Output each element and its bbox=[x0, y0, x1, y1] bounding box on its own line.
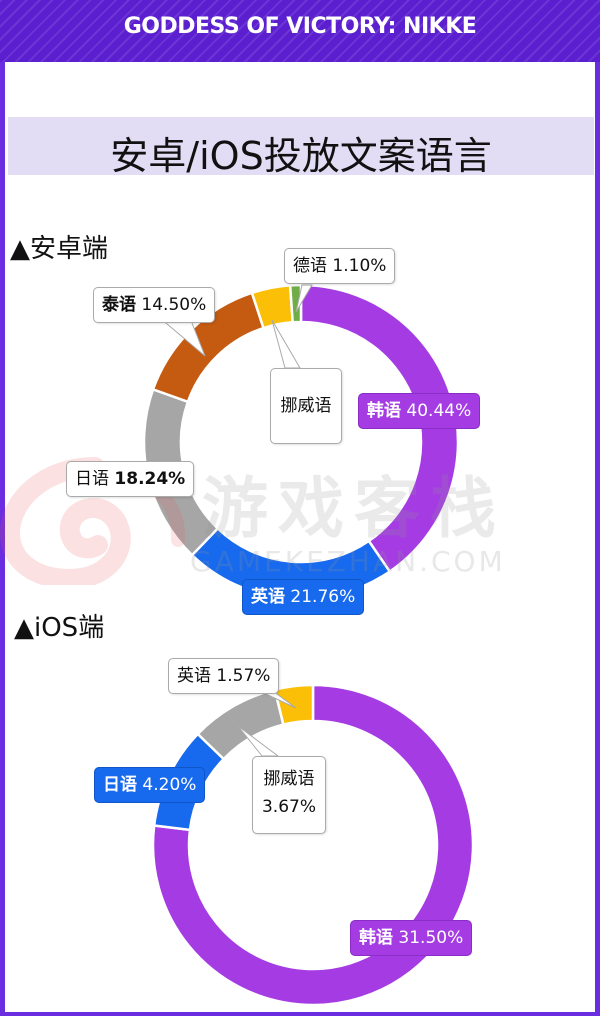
slice-value: 21.76% bbox=[290, 587, 356, 607]
callout-ios-norwegian: 挪威语 3.67% bbox=[252, 756, 326, 834]
title-banner: 安卓/iOS投放文案语言 bbox=[8, 117, 594, 178]
slice-name: 日语 bbox=[103, 775, 137, 795]
slice-name: 英语 bbox=[251, 587, 285, 607]
slice-value: 3.67% bbox=[261, 797, 316, 817]
callout-android-english: 英语 21.76% bbox=[242, 579, 365, 615]
donut-slice-ios-0 bbox=[151, 683, 475, 1007]
slice-name: 日语 bbox=[75, 469, 109, 489]
callout-android-korean: 韩语 40.44% bbox=[358, 393, 481, 429]
slice-value: 40.44% bbox=[406, 401, 472, 421]
header-title: GODDESS OF VICTORY: NIKKE bbox=[123, 14, 477, 39]
callout-pointers bbox=[158, 284, 313, 757]
content-panel bbox=[5, 62, 595, 1012]
callout-android-norwegian: 挪威语 bbox=[270, 368, 342, 444]
slice-name: 英语 bbox=[177, 666, 211, 686]
slice-name: 挪威语 bbox=[263, 769, 315, 789]
slice-value: 31.50% bbox=[398, 928, 464, 948]
page-title: 安卓/iOS投放文案语言 bbox=[110, 134, 492, 178]
slice-value: 1.57% bbox=[216, 666, 271, 686]
slice-name: 韩语 bbox=[367, 401, 401, 421]
callout-android-german: 德语 1.10% bbox=[284, 248, 396, 284]
callout-pointer-0 bbox=[295, 284, 313, 313]
header-bar: GODDESS OF VICTORY: NIKKE bbox=[0, 0, 600, 62]
donut-slice-android-0 bbox=[299, 283, 460, 574]
callout-android-thai: 泰语 14.50% bbox=[93, 287, 216, 323]
slice-name: 挪威语 bbox=[280, 396, 332, 416]
callout-ios-english: 英语 1.57% bbox=[168, 658, 280, 694]
slice-name: 德语 bbox=[293, 256, 327, 276]
slice-value: 18.24% bbox=[114, 469, 186, 489]
callout-ios-korean: 韩语 31.50% bbox=[350, 920, 473, 956]
donut-chart-ios bbox=[151, 683, 475, 1007]
slice-value: 1.10% bbox=[332, 256, 387, 276]
section-label-android: ▲安卓端 bbox=[10, 234, 108, 264]
callout-android-japanese: 日语 18.24% bbox=[66, 461, 195, 497]
callout-ios-japanese: 日语 4.20% bbox=[94, 767, 206, 803]
slice-value: 4.20% bbox=[142, 775, 197, 795]
slice-name: 韩语 bbox=[359, 928, 393, 948]
slice-name: 泰语 bbox=[102, 295, 136, 315]
donut-slice-android-5 bbox=[288, 283, 303, 324]
callout-pointer-2 bbox=[271, 319, 301, 369]
slice-value: 14.50% bbox=[141, 295, 207, 315]
section-label-ios: ▲iOS端 bbox=[14, 613, 105, 643]
donut-slice-ios-3 bbox=[273, 683, 315, 727]
